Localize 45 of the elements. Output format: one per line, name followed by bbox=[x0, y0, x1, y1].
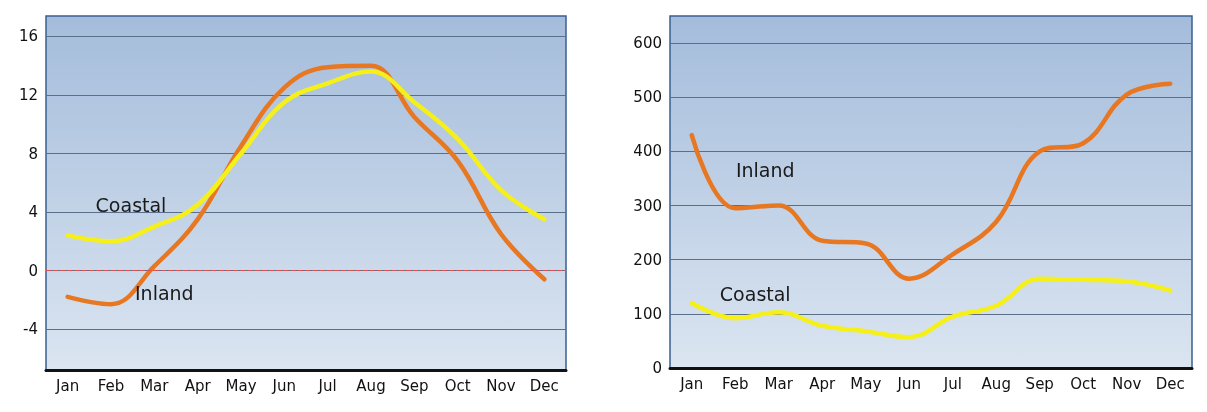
x-tick-label: May bbox=[850, 374, 882, 393]
y-tick-label: 0 bbox=[28, 261, 38, 280]
x-tick-label: Jul bbox=[942, 374, 962, 393]
x-tick-label: Oct bbox=[444, 376, 471, 395]
x-tick-label: Oct bbox=[1070, 374, 1097, 393]
y-tick-label: 200 bbox=[633, 250, 662, 269]
x-tick-label: May bbox=[225, 376, 257, 395]
y-tick-label: 16 bbox=[18, 27, 38, 46]
y-tick-label: 4 bbox=[28, 203, 38, 222]
x-tick-label: Jun bbox=[896, 374, 921, 393]
x-tick-label: Jun bbox=[271, 376, 297, 395]
x-tick-label: Feb bbox=[721, 374, 749, 393]
y-tick-label: 600 bbox=[633, 34, 662, 53]
series-label: Coastal bbox=[719, 282, 791, 305]
x-tick-label: Jul bbox=[317, 376, 337, 395]
x-tick-label: Nov bbox=[1112, 374, 1142, 393]
x-tick-label: Sep bbox=[1025, 374, 1054, 393]
x-tick-label: Aug bbox=[981, 374, 1011, 393]
series-label: Inland bbox=[735, 158, 795, 181]
x-tick-label: Mar bbox=[764, 374, 794, 393]
line-series bbox=[689, 81, 1173, 281]
y-tick-label: 0 bbox=[652, 359, 662, 377]
x-tick-label: Aug bbox=[356, 376, 386, 395]
x-tick-label: Apr bbox=[184, 376, 212, 395]
y-tick-label: 300 bbox=[633, 196, 662, 215]
series-label: Coastal bbox=[95, 193, 167, 216]
y-tick-label: 12 bbox=[18, 85, 38, 104]
y-tick-label: 100 bbox=[633, 304, 662, 323]
series-label: Inland bbox=[135, 281, 194, 304]
y-tick-label: 8 bbox=[28, 144, 38, 163]
x-tick-label: Dec bbox=[1155, 374, 1185, 393]
line-series bbox=[65, 63, 547, 307]
y-tick-label: 400 bbox=[633, 142, 662, 161]
line-series bbox=[65, 69, 547, 244]
x-tick-label: Jan bbox=[55, 376, 80, 395]
x-tick-label: Apr bbox=[809, 374, 837, 393]
x-tick-label: Sep bbox=[400, 376, 429, 395]
x-tick-label: Nov bbox=[486, 376, 516, 395]
x-tick-label: Feb bbox=[97, 376, 125, 395]
y-tick-label: -4 bbox=[23, 320, 38, 339]
x-tick-label: Mar bbox=[140, 376, 170, 395]
x-tick-label: Jan bbox=[679, 374, 704, 393]
x-tick-label: Dec bbox=[529, 376, 559, 395]
line-series bbox=[689, 276, 1173, 340]
y-tick-label: 500 bbox=[633, 88, 662, 107]
